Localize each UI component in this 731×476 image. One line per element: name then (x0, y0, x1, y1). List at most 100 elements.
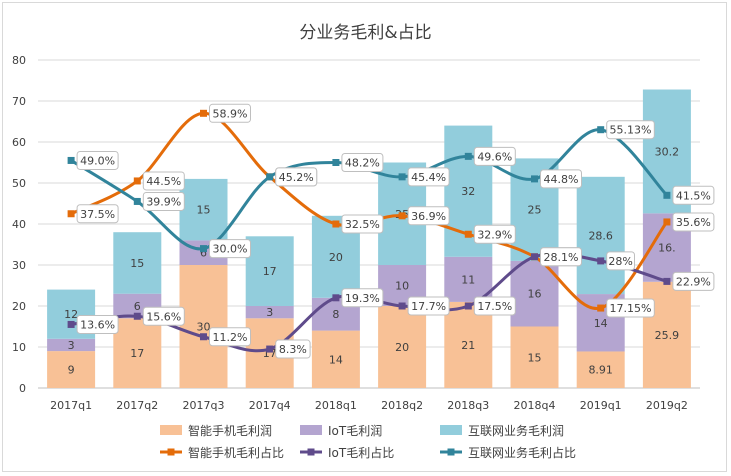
point-label-box (76, 314, 119, 334)
bar-segment (576, 176, 625, 295)
bar-label: 6 (134, 300, 141, 313)
bar-label: 20 (329, 251, 343, 264)
point-label: 15.6% (146, 310, 181, 323)
point-label-box (407, 296, 450, 316)
x-tick-label: 2017q2 (116, 399, 158, 412)
point-label: 37.5% (80, 208, 115, 221)
point-label: 44.8% (544, 173, 579, 186)
x-tick-label: 2018q3 (447, 399, 489, 412)
legend-label: 互联网业务毛利占比 (468, 445, 576, 460)
x-axis-ticks: 2017q1 2017q2 2017q3 2017q4 2018q1 2018q2 2018… (50, 399, 688, 412)
point-label-box (142, 306, 185, 326)
bar-label: 21 (461, 339, 475, 352)
point-label: 49.0% (80, 154, 115, 167)
point-label: 28.1% (544, 251, 579, 264)
bar-labels: 9 17 30 17 14 20 21 15 8.91 25.9 3 6 6 3 8 10 11 16 14 16. 1… (64, 145, 679, 376)
point-label: 28% (608, 255, 632, 268)
x-tick-label: 2019q2 (646, 399, 688, 412)
series-marker (67, 210, 75, 218)
series-marker (597, 304, 605, 312)
bar-label: 6 (200, 247, 207, 260)
series-marker (67, 156, 75, 164)
series-marker (200, 109, 207, 117)
bar-segment (245, 236, 294, 306)
point-label-box (606, 251, 636, 271)
point-label: 11.2% (213, 331, 248, 344)
series-marker (133, 177, 141, 185)
bar-label: 25 (528, 204, 542, 217)
bar-segment (576, 351, 625, 388)
bar-segment (444, 301, 493, 388)
bar-label: 8 (332, 308, 339, 321)
point-label-box (606, 298, 655, 318)
bar-label: 15 (197, 204, 211, 217)
bar-label: 25.9 (655, 329, 680, 342)
bar-segment (47, 351, 96, 388)
point-label-box (672, 185, 715, 205)
series-marker (266, 173, 274, 181)
point-label: 32.9% (477, 228, 512, 241)
point-label: 19.3% (345, 292, 380, 305)
legend-marker (447, 448, 455, 456)
y-tick-label: 70 (12, 95, 26, 108)
y-tick-label: 50 (12, 177, 26, 190)
legend-label: IoT毛利占比 (328, 445, 394, 460)
series-marker (663, 277, 671, 285)
point-label-box (142, 191, 185, 211)
x-tick-label: 2018q4 (514, 399, 556, 412)
bar-label: 10 (395, 280, 409, 293)
series-marker (332, 159, 340, 166)
point-label-box (76, 204, 119, 224)
series-marker (531, 175, 538, 183)
series-marker (398, 173, 406, 181)
point-label: 48.2% (345, 157, 380, 170)
point-label-box (76, 150, 119, 170)
y-tick-label: 80 (12, 54, 26, 67)
bar-label: 3 (266, 306, 273, 319)
series-marker (67, 320, 75, 328)
series-marker (398, 212, 406, 220)
y-tick-label: 40 (12, 218, 26, 231)
bar-label: 16 (528, 288, 542, 301)
bar-segment (113, 318, 162, 388)
series-marker (266, 345, 274, 353)
series-marker (464, 302, 472, 310)
point-label: 45.2% (279, 171, 314, 184)
series-marker (133, 197, 141, 205)
point-label: 17.5% (477, 300, 512, 313)
series-marker (464, 152, 472, 160)
bar-label: 20 (395, 341, 409, 354)
point-label: 22.9% (676, 275, 711, 288)
point-label-box (275, 339, 311, 359)
series-marker (133, 312, 141, 320)
point-label: 30.0% (213, 243, 248, 256)
legend-swatch (440, 425, 462, 435)
legend-marker (167, 448, 175, 456)
point-label: 45.4% (411, 171, 446, 184)
y-tick-label: 0 (19, 382, 26, 395)
bar-label: 30.2 (655, 145, 680, 158)
point-label-box (275, 167, 318, 187)
point-label-box (142, 171, 185, 191)
x-tick-label: 2018q1 (315, 399, 357, 412)
bar-label: 15 (130, 257, 144, 270)
series-marker (597, 257, 605, 265)
series-marker (663, 218, 671, 226)
series-marker (398, 302, 406, 310)
bar-segment (444, 256, 493, 302)
point-label: 8.3% (279, 343, 307, 356)
point-label-box (606, 120, 655, 140)
bar-label: 14 (329, 353, 343, 366)
y-tick-label: 10 (12, 341, 26, 354)
point-label: 17.15% (610, 302, 652, 315)
point-label-box (407, 206, 450, 226)
y-tick-label: 60 (12, 136, 26, 149)
bar-label: 15 (528, 351, 542, 364)
legend-label: 互联网业务毛利润 (468, 423, 564, 438)
legend-label: 智能手机毛利占比 (188, 445, 284, 460)
series-marker (200, 333, 207, 341)
bar-segment (245, 306, 294, 319)
bar-label: 32 (461, 185, 475, 198)
bar-segment (179, 265, 228, 388)
